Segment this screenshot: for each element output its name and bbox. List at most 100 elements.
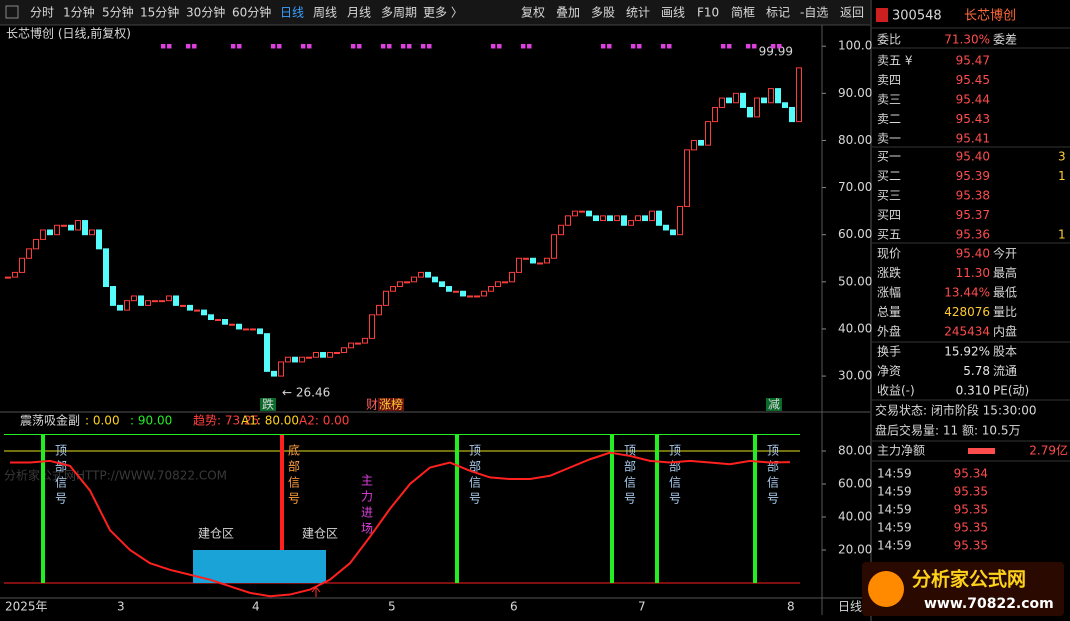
logo-url: www.70822.com <box>924 596 1054 612</box>
x-tick-label: 3 <box>117 600 125 614</box>
period-tab[interactable]: 60分钟 <box>232 5 271 20</box>
flow-value: 2.79亿 <box>1029 443 1068 458</box>
tool-button[interactable]: F10 <box>697 6 719 20</box>
candle <box>89 229 95 236</box>
period-tab[interactable]: 日线 <box>280 6 304 20</box>
bottom-signal: 底部信号 <box>287 443 301 508</box>
candle <box>579 210 585 213</box>
tool-button[interactable]: 叠加 <box>556 6 580 20</box>
tool-button[interactable]: 多股 <box>591 6 615 20</box>
label: 流通 <box>993 364 1017 378</box>
x-tick-label: 7 <box>638 600 646 614</box>
candle <box>656 210 662 226</box>
top-signal-bar <box>41 435 45 583</box>
candle <box>740 92 746 108</box>
candle <box>124 300 130 311</box>
candle <box>145 300 151 306</box>
candle <box>12 271 18 278</box>
signal-dot: ▪▪ <box>185 42 197 52</box>
indicator-header: A1: 80.00 <box>241 414 299 428</box>
x-tick-label: 2025年 <box>5 600 48 614</box>
status: 交易状态: 闭市阶段 15:30:00 <box>875 403 1037 418</box>
label: 委比 <box>877 33 901 47</box>
y-tick-label: 80.00 <box>838 443 872 457</box>
zone-label: 建仓区 <box>198 527 234 541</box>
tool-button[interactable]: 统计 <box>626 6 650 20</box>
y-tick-label: 60.00 <box>838 227 872 241</box>
candle <box>390 286 396 292</box>
candle <box>789 106 795 123</box>
label: 买五 <box>877 228 901 242</box>
logo: 分析家公式网 www.70822.com <box>862 562 1064 616</box>
period-tab[interactable]: 更多 〉 <box>423 6 463 20</box>
candle <box>194 309 200 312</box>
volume: 1 <box>1058 228 1066 242</box>
candle <box>726 97 732 104</box>
tool-button[interactable]: 返回 <box>840 6 864 20</box>
tick-time: 14:59 <box>877 539 912 553</box>
label: 卖四 <box>877 73 901 87</box>
candle <box>663 224 669 231</box>
period-tab[interactable]: 1分钟 <box>63 5 95 20</box>
signal-dot: ▪▪ <box>420 42 432 52</box>
value: 95.38 <box>956 189 990 203</box>
code: 300548 <box>892 9 942 24</box>
y-tick-label: 50.00 <box>838 274 872 288</box>
high-label: 99.99 <box>759 45 793 59</box>
candle <box>26 248 32 259</box>
candle <box>768 88 774 104</box>
label: 委差 <box>993 33 1017 47</box>
signal-dot: ▪▪ <box>660 42 672 52</box>
candle <box>642 215 648 222</box>
candle <box>698 139 704 146</box>
candle <box>572 210 578 217</box>
y-tick-label: 40.00 <box>838 509 872 523</box>
candle <box>222 319 228 325</box>
y-tick-label: 40.00 <box>838 321 872 335</box>
candle <box>649 210 655 222</box>
candle <box>96 229 102 250</box>
candle <box>754 97 760 118</box>
y-tick-label: 90.00 <box>838 86 872 100</box>
signal-dot: ▪▪ <box>350 42 362 52</box>
candle <box>544 257 550 264</box>
value: 13.44% <box>944 286 990 300</box>
period-tab[interactable]: 月线 <box>347 6 371 20</box>
tool-button[interactable]: 简框 <box>731 6 755 20</box>
candle <box>187 304 193 311</box>
tool-button[interactable]: -自选 <box>800 6 828 20</box>
candle <box>775 88 781 104</box>
candle <box>341 347 347 354</box>
tool-button[interactable]: 标记 <box>766 6 790 20</box>
candle <box>474 295 480 298</box>
marker-box <box>766 398 782 411</box>
name: 长芯博创 <box>964 9 1016 24</box>
period-tab[interactable]: 多周期 <box>381 6 417 20</box>
label: 涨幅 <box>877 285 901 300</box>
label: 内盘 <box>993 324 1017 339</box>
candle <box>278 361 284 377</box>
label: 总量 <box>877 305 901 319</box>
candle <box>19 257 25 273</box>
candle <box>782 102 788 108</box>
tool-button[interactable]: 画线 <box>661 6 685 20</box>
candle <box>229 323 235 326</box>
tool-button[interactable]: 复权 <box>521 6 545 20</box>
period-tab[interactable]: 周线 <box>313 6 337 20</box>
after-hours: 盘后交易量: 11 额: 10.5万 <box>875 423 1021 438</box>
candle <box>376 304 382 316</box>
value: 428076 <box>944 305 990 319</box>
period-tab[interactable]: 15分钟 <box>140 5 179 20</box>
value: 95.47 <box>956 54 990 68</box>
label: 最低 <box>993 286 1017 300</box>
signal-dot: ▪▪ <box>600 42 612 52</box>
top-signal-bar <box>753 435 757 583</box>
candle <box>180 304 186 307</box>
period-tab[interactable]: 5分钟 <box>102 5 134 20</box>
signal-dot: ▪▪ <box>300 42 312 52</box>
period-tab[interactable]: 分时 <box>30 6 54 20</box>
period-tab[interactable]: 30分钟 <box>186 5 225 20</box>
candle <box>334 352 340 355</box>
label: 现价 <box>877 247 901 261</box>
